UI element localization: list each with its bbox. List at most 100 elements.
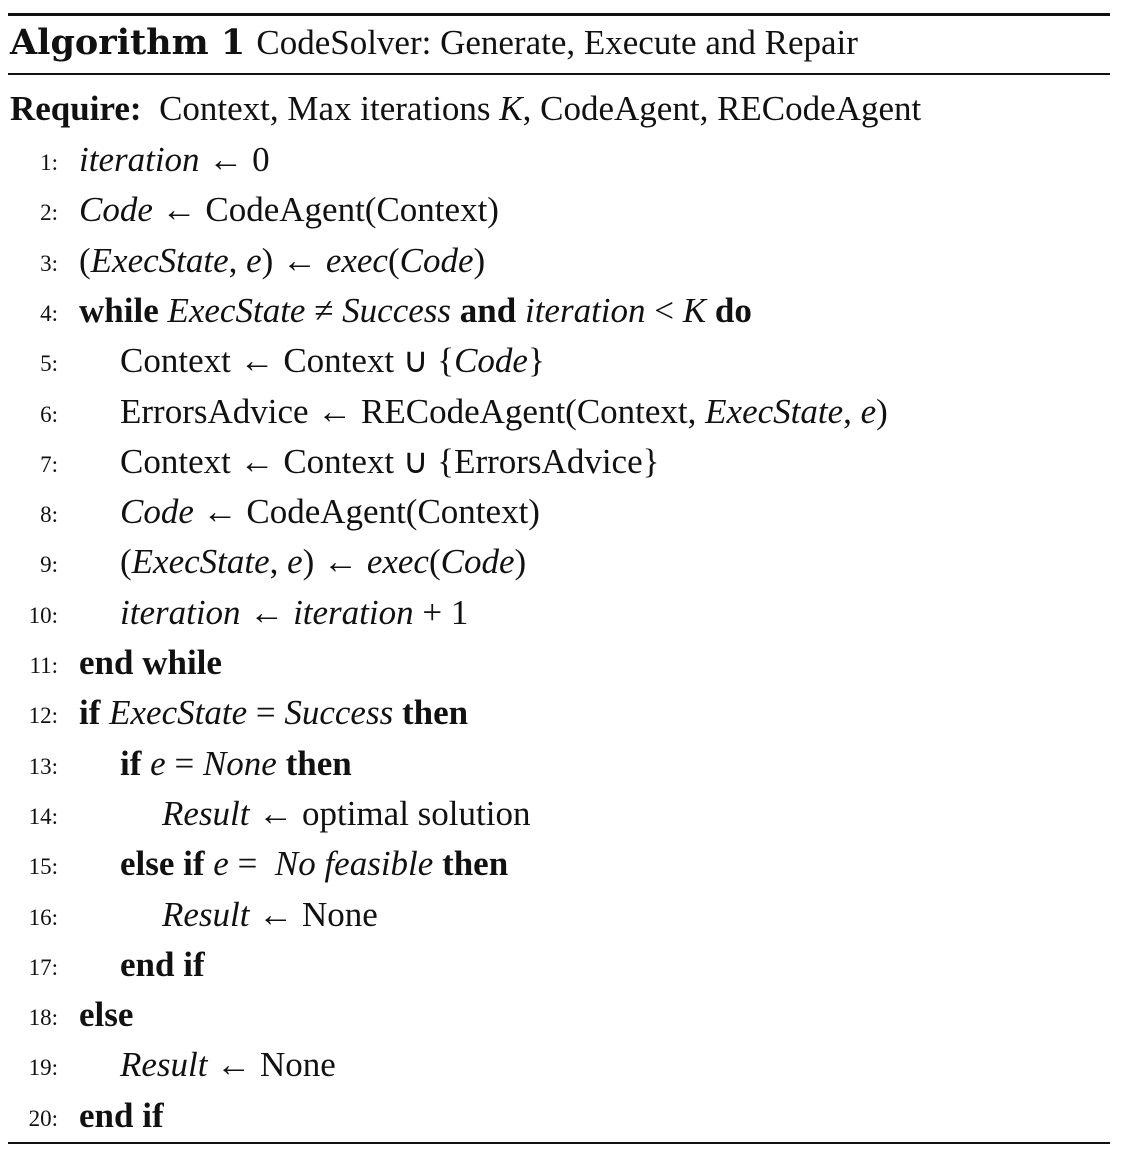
code-text <box>393 693 402 732</box>
math-variable: iteration <box>524 290 646 330</box>
line-code: Result ← None <box>120 1040 336 1090</box>
math-variable: Success <box>284 693 394 733</box>
algorithm-line: 20: end if <box>8 1091 1108 1141</box>
code-text: = <box>165 743 203 783</box>
line-code: Result ← None <box>162 890 378 940</box>
line-code: (ExecState, e) ← exec(Code) <box>79 236 485 286</box>
algorithm-title: CodeSolver: Generate, Execute and Repair <box>256 23 858 62</box>
code-text: = <box>247 693 285 733</box>
code-text <box>205 844 214 883</box>
math-variable: ExecState <box>167 290 306 330</box>
keyword: if <box>120 743 142 783</box>
line-number: 18: <box>28 1005 58 1031</box>
code-text: ( <box>120 542 132 582</box>
math-variable: Code <box>120 492 194 532</box>
line-code: ErrorsAdvice ← RECodeAgent(Context, Exec… <box>120 387 888 437</box>
keyword: end while <box>79 643 222 682</box>
line-code: end if <box>120 940 205 990</box>
code-text: ← <box>240 592 294 632</box>
line-number: 1: <box>40 150 58 175</box>
code-text: , <box>269 542 288 582</box>
keyword: then <box>401 693 469 733</box>
math-variable: e <box>860 391 877 431</box>
bottom-rule <box>8 1142 1110 1144</box>
math-variable: No feasible <box>274 844 434 884</box>
keyword: then <box>442 844 509 884</box>
line-number: 13: <box>28 753 58 779</box>
math-variable: ExecState <box>705 391 844 431</box>
line-code: Code ← CodeAgent(Context) <box>120 487 540 537</box>
line-code: else <box>79 990 133 1040</box>
math-variable: iteration <box>120 592 241 632</box>
keyword: else <box>79 995 134 1035</box>
line-code: Context ← Context ∪ {ErrorsAdvice} <box>120 437 659 487</box>
keyword: else if <box>120 844 205 884</box>
line-code: (ExecState, e) ← exec(Code) <box>120 537 526 587</box>
code-text: ( <box>428 542 441 582</box>
math-variable: Code <box>399 240 474 280</box>
line-number: 4: <box>40 300 58 326</box>
code-text: } <box>527 341 545 381</box>
require-inputs-pre: Context, Max iterations <box>159 89 491 128</box>
algorithm-line: 7: Context ← Context ∪ {ErrorsAdvice} <box>8 437 1108 487</box>
math-variable: e <box>246 240 262 280</box>
algorithm-caption: Algorithm 1 CodeSolver: Generate, Execut… <box>10 19 858 67</box>
math-variable: Result <box>162 793 250 833</box>
code-text: + 1 <box>413 592 469 632</box>
code-text <box>433 844 442 883</box>
keyword: do <box>714 290 752 330</box>
line-code: iteration ← 0 <box>79 135 270 185</box>
code-text: ) <box>514 542 527 582</box>
algorithm-line: 1: iteration ← 0 <box>8 135 1108 185</box>
math-variable: exec <box>325 240 388 280</box>
line-number: 19: <box>28 1055 58 1081</box>
code-text: ← None <box>249 894 378 934</box>
algorithm-line: 11: end while <box>8 638 1108 688</box>
keyword: if <box>79 693 101 733</box>
line-number: 9: <box>40 552 58 578</box>
math-variable: e <box>287 542 303 582</box>
algorithm-line: 19: Result ← None <box>8 1040 1108 1090</box>
line-code: while ExecState ≠ Success and iteration … <box>79 286 752 336</box>
code-text: ← 0 <box>199 140 270 179</box>
algorithm-line: 9: (ExecState, e) ← exec(Code) <box>8 537 1108 587</box>
algorithm-line: 4: while ExecState ≠ Success and iteratio… <box>8 286 1108 336</box>
code-text: = <box>228 844 275 884</box>
code-text <box>277 744 286 783</box>
line-number: 11: <box>29 653 58 678</box>
line-code: Code ← CodeAgent(Context) <box>79 185 499 235</box>
algorithm-line: 16: Result ← None <box>8 890 1108 940</box>
code-text: , <box>228 240 247 280</box>
top-rule <box>8 13 1110 16</box>
math-variable: ExecState <box>90 240 229 280</box>
math-variable: iteration <box>79 140 200 179</box>
keyword: end if <box>120 944 205 984</box>
code-text: ErrorsAdvice ← RECodeAgent(Context, <box>120 391 706 431</box>
algorithm-line: 6: ErrorsAdvice ← RECodeAgent(Context, Ex… <box>8 387 1108 437</box>
code-text: ( <box>387 240 400 280</box>
code-text: ) ← <box>302 542 367 582</box>
line-number: 6: <box>40 401 58 427</box>
code-text: , <box>843 391 861 431</box>
line-number: 10: <box>28 602 58 628</box>
math-variable: exec <box>366 542 429 582</box>
line-number: 16: <box>28 904 58 930</box>
algorithm-line: 13: if e = None then <box>8 739 1108 789</box>
code-text: ) <box>473 240 486 280</box>
code-text <box>516 291 525 330</box>
line-number: 12: <box>28 703 58 729</box>
code-text: ← optimal solution <box>249 793 531 833</box>
code-text: ( <box>79 240 91 280</box>
algorithm-line: 5: Context ← Context ∪ {Code} <box>8 336 1108 386</box>
algorithm-line: 18: else <box>8 990 1108 1040</box>
line-code: if ExecState = Success then <box>79 688 468 738</box>
require-line: Require: Context, Max iterations K, Code… <box>10 84 921 134</box>
code-text: ← None <box>207 1045 336 1085</box>
line-number: 17: <box>28 954 58 980</box>
math-variable: ExecState <box>109 693 248 733</box>
code-text: ) <box>876 391 888 431</box>
line-number: 2: <box>40 200 58 226</box>
math-variable: Success <box>342 290 452 330</box>
require-keyword: Require: <box>10 89 142 128</box>
line-number: 7: <box>40 451 58 477</box>
